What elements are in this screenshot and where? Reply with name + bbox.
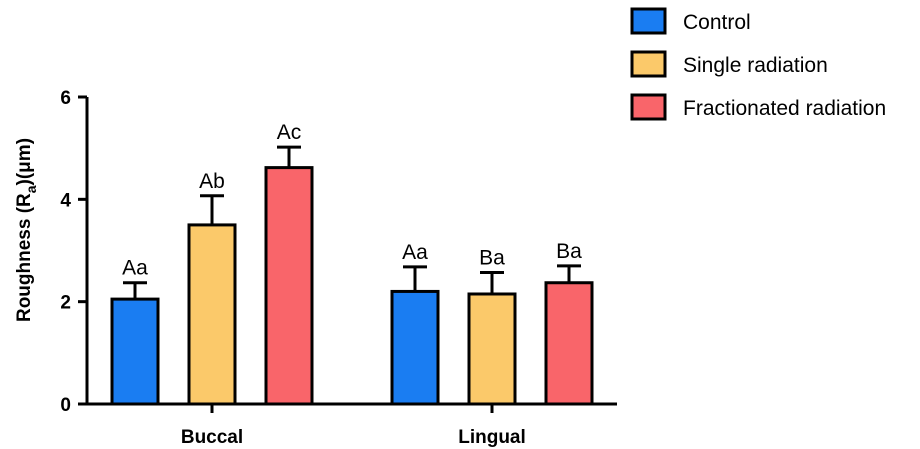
- bar: [110, 297, 160, 406]
- legend-label: Control: [683, 11, 751, 34]
- axes-layer: [85, 97, 617, 406]
- y-axis-label: Roughness (Ra)(μm): [14, 138, 39, 322]
- y-ticks: 0 2 4 6: [60, 88, 87, 416]
- significance-label: Ac: [277, 121, 302, 144]
- y-tick-label: 0: [60, 395, 71, 416]
- bar: [264, 166, 314, 406]
- bar: [544, 281, 594, 406]
- significance-label: Aa: [122, 257, 148, 280]
- significance-label: Ab: [199, 170, 225, 193]
- x-categories: Buccal Lingual: [181, 404, 526, 448]
- significance-label: Ba: [479, 247, 505, 270]
- legend: Control Single radiation Fractionated radi…: [630, 7, 886, 121]
- bar: [187, 223, 237, 406]
- legend-swatch: [630, 7, 667, 35]
- y-tick-label: 6: [60, 88, 71, 109]
- legend-swatch: [630, 93, 667, 121]
- significance-label: Aa: [402, 241, 428, 264]
- x-category-label: Lingual: [458, 427, 526, 448]
- y-tick-label: 2: [60, 293, 71, 314]
- legend-label: Fractionated radiation: [683, 97, 886, 120]
- bar: [467, 292, 517, 406]
- legend-label: Single radiation: [683, 54, 828, 77]
- bar: [390, 289, 440, 406]
- y-tick-label: 4: [60, 190, 71, 211]
- x-category-label: Buccal: [181, 427, 243, 448]
- bars-layer: Aa Aa Ab Ba Ac Ba: [110, 121, 594, 406]
- significance-label: Ba: [556, 240, 582, 263]
- legend-swatch: [630, 50, 667, 78]
